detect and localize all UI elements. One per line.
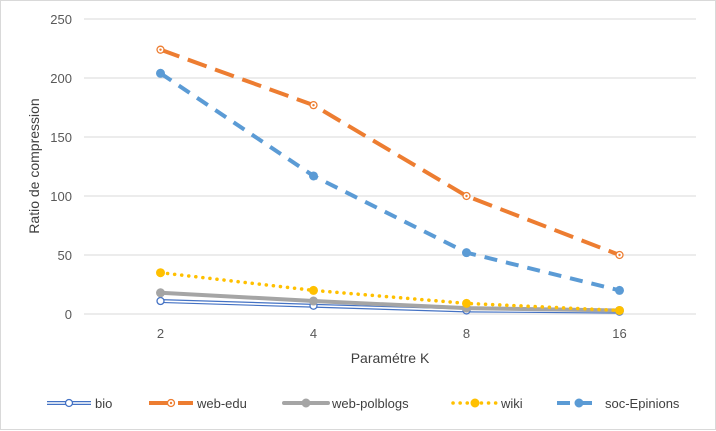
legend-label: web-polblogs	[331, 396, 409, 411]
series-line-soc-Epinions	[159, 71, 620, 293]
legend-marker-web-polblogs	[301, 398, 311, 408]
x-axis-ticks: 2 4 8 16	[157, 326, 627, 341]
data-point-soc-Epinions	[156, 68, 165, 78]
series-soc-Epinions	[156, 68, 624, 295]
x-tick-label: 2	[157, 326, 164, 341]
legend-marker-soc-Epinions	[574, 398, 584, 408]
legend-label: web-edu	[196, 396, 247, 411]
data-point-wiki	[615, 305, 624, 315]
legend-marker-web-edu-center	[169, 401, 173, 405]
legend-label: bio	[95, 396, 112, 411]
data-point-soc-Epinions	[615, 285, 624, 295]
data-point-soc-Epinions	[309, 171, 318, 181]
series-wiki	[156, 268, 624, 315]
legend-item-soc-Epinions: soc-Epinions	[557, 396, 680, 411]
y-tick-label: 200	[50, 71, 72, 86]
legend-item-web-polblogs: web-polblogs	[282, 396, 409, 411]
legend-marker-bio	[64, 398, 74, 408]
data-point-wiki	[156, 268, 165, 278]
data-point-web-edu-center	[465, 194, 468, 198]
data-point-bio	[156, 296, 165, 306]
data-point-web-edu-center	[312, 103, 315, 107]
legend-marker-wiki	[470, 398, 480, 408]
data-point-web-polblogs	[156, 288, 165, 298]
x-tick-label: 4	[310, 326, 317, 341]
y-tick-label: 50	[58, 248, 72, 263]
data-point-web-edu-center	[618, 253, 621, 257]
y-tick-label: 150	[50, 130, 72, 145]
y-tick-label: 250	[50, 12, 72, 27]
legend-label: soc-Epinions	[605, 396, 680, 411]
legend-item-web-edu: web-edu	[149, 396, 247, 411]
y-tick-label: 0	[65, 307, 72, 322]
data-point-web-edu-center	[159, 48, 162, 51]
series-line-wiki	[158, 270, 622, 313]
x-tick-label: 8	[463, 326, 470, 341]
series-line-web-polblogs	[158, 290, 622, 313]
data-point-wiki	[462, 298, 471, 308]
data-point-web-polblogs	[309, 296, 318, 306]
legend-item-wiki: wiki	[451, 396, 523, 411]
legend-label: wiki	[500, 396, 523, 411]
y-tick-label: 100	[50, 189, 72, 204]
legend: bio web-edu web-polblogs wiki soc-Epinions	[47, 396, 680, 411]
legend-item-bio: bio	[47, 396, 112, 411]
data-point-soc-Epinions	[462, 248, 471, 258]
series-lines	[156, 45, 624, 316]
gridlines	[84, 18, 696, 315]
x-axis-title: Paramétre K	[351, 350, 430, 366]
y-axis-ticks: 0 50 100 150 200 250	[50, 12, 72, 322]
data-point-wiki	[309, 285, 318, 295]
series-line-web-edu	[159, 47, 621, 257]
x-tick-label: 16	[612, 326, 626, 341]
series-web-edu	[156, 45, 624, 260]
y-axis-title: Ratio de compression	[26, 98, 42, 233]
